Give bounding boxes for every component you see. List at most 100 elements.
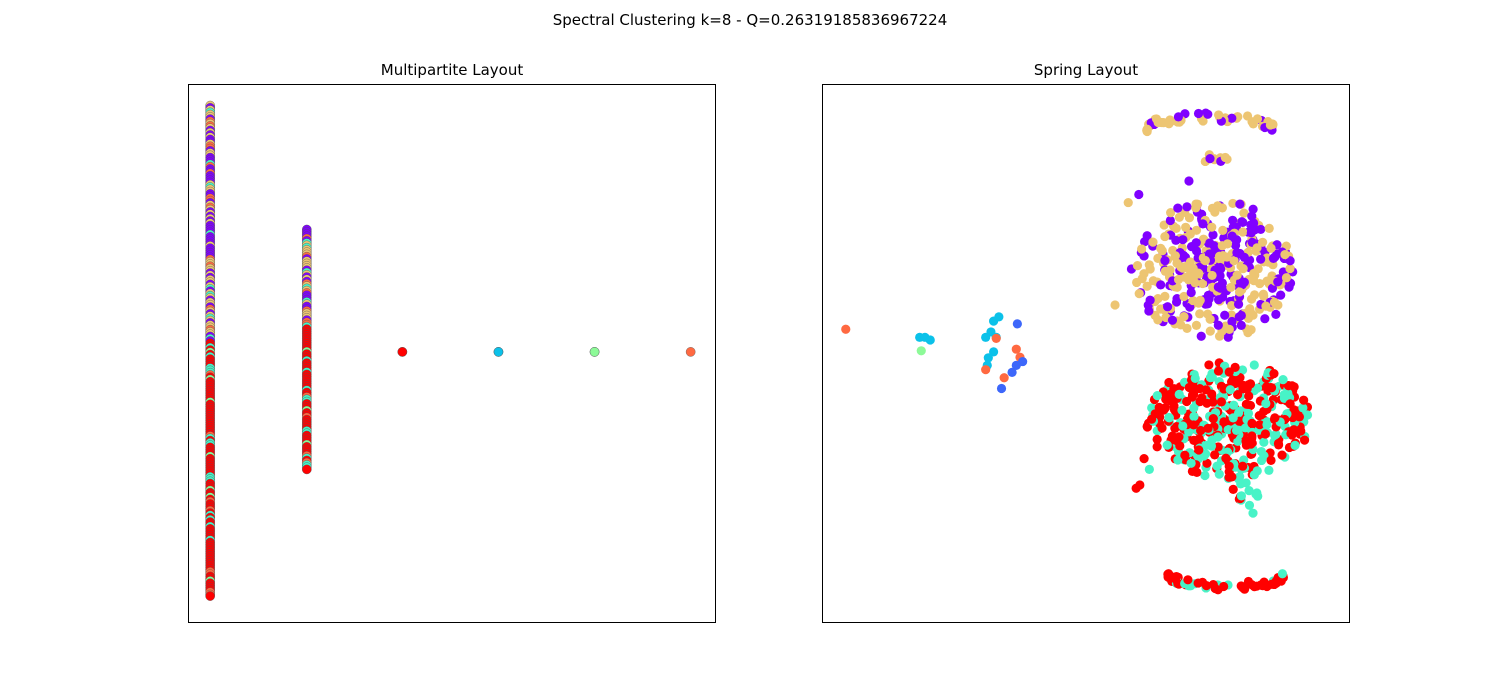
cluster-point bbox=[1226, 282, 1236, 293]
cluster-point bbox=[1251, 581, 1262, 591]
cluster-point bbox=[1194, 445, 1204, 455]
cluster-point bbox=[1232, 248, 1242, 258]
cluster-point bbox=[1142, 124, 1152, 134]
multipartite-plot-area bbox=[188, 84, 716, 623]
outlier-point bbox=[1184, 176, 1194, 186]
cluster-point bbox=[1298, 403, 1308, 413]
figure-title: Spectral Clustering k=8 - Q=0.2631918583… bbox=[552, 11, 948, 29]
cluster-point bbox=[1229, 256, 1239, 266]
cluster-point bbox=[1242, 111, 1253, 121]
cluster-point bbox=[1198, 219, 1208, 229]
cluster-point bbox=[1244, 500, 1255, 510]
cluster-point bbox=[1144, 260, 1154, 270]
cluster-point bbox=[1223, 425, 1233, 435]
cluster-point bbox=[1183, 575, 1193, 585]
cluster-point bbox=[1170, 251, 1180, 261]
cluster-point bbox=[1290, 440, 1300, 450]
left-chart-title: Multipartite Layout bbox=[380, 61, 524, 79]
cluster-point bbox=[1203, 109, 1213, 119]
cluster-point bbox=[1241, 399, 1251, 409]
cluster-point bbox=[1266, 243, 1276, 253]
cluster-point bbox=[1205, 153, 1215, 164]
cluster-point bbox=[1174, 212, 1184, 222]
cluster-point bbox=[1262, 419, 1272, 430]
cluster-point bbox=[1267, 283, 1278, 293]
layer-point bbox=[302, 464, 312, 475]
cluster-point bbox=[1277, 569, 1288, 579]
cluster-point bbox=[1177, 405, 1187, 415]
cluster-point bbox=[1262, 581, 1272, 592]
cluster-point bbox=[1246, 439, 1256, 449]
cluster-point bbox=[1148, 276, 1158, 286]
cluster-point bbox=[1239, 277, 1249, 287]
cluster-point bbox=[1262, 276, 1272, 286]
cluster-point bbox=[1269, 369, 1279, 379]
cluster-point bbox=[1218, 225, 1228, 235]
cluster-point bbox=[1173, 274, 1184, 285]
layer-point bbox=[685, 347, 696, 357]
cluster-point bbox=[1156, 280, 1166, 290]
cluster-point bbox=[1207, 270, 1217, 281]
cluster-point bbox=[1163, 302, 1173, 312]
cluster-point bbox=[1166, 208, 1176, 218]
cluster-point bbox=[1186, 458, 1196, 468]
cluster-point bbox=[1192, 467, 1202, 477]
cluster-point bbox=[1266, 383, 1277, 393]
cluster-point bbox=[1233, 436, 1243, 446]
cluster-point bbox=[1234, 287, 1245, 297]
cluster-point bbox=[1162, 440, 1172, 450]
cluster-point bbox=[1199, 451, 1209, 461]
cluster-point bbox=[1203, 299, 1213, 309]
cluster-point bbox=[1196, 425, 1206, 436]
cluster-point bbox=[1178, 250, 1189, 260]
cluster-point bbox=[1160, 256, 1170, 266]
cluster-point bbox=[1188, 263, 1198, 273]
cluster-point bbox=[1224, 324, 1234, 334]
cluster-point bbox=[1243, 408, 1254, 419]
cluster-point bbox=[1201, 581, 1212, 591]
cluster-point bbox=[1193, 108, 1204, 119]
cluster-point bbox=[1249, 290, 1260, 300]
cluster-point bbox=[1214, 251, 1225, 261]
cluster-point bbox=[1145, 295, 1155, 305]
cluster-point bbox=[1181, 222, 1191, 232]
cluster-point bbox=[1171, 235, 1181, 245]
cluster-point bbox=[1207, 222, 1217, 232]
outlier-point bbox=[981, 365, 991, 375]
cluster-point bbox=[1256, 254, 1266, 264]
cluster-point bbox=[1221, 453, 1231, 463]
layer-point bbox=[589, 347, 600, 357]
cluster-point bbox=[1169, 401, 1179, 411]
cluster-point bbox=[1236, 479, 1246, 489]
cluster-point bbox=[1220, 310, 1230, 320]
cluster-point bbox=[1191, 320, 1202, 330]
cluster-point bbox=[1299, 395, 1309, 405]
cluster-point bbox=[1219, 581, 1229, 592]
cluster-point bbox=[1208, 580, 1218, 590]
cluster-point bbox=[1164, 412, 1174, 423]
cluster-point bbox=[1245, 304, 1255, 314]
cluster-point bbox=[1178, 421, 1188, 431]
cluster-point bbox=[1148, 237, 1158, 247]
cluster-point bbox=[1205, 238, 1215, 248]
cluster-point bbox=[1214, 469, 1224, 479]
multipartite-axes-frame bbox=[188, 84, 716, 623]
cluster-point bbox=[1233, 299, 1244, 309]
outlier-point bbox=[1012, 319, 1022, 329]
cluster-point bbox=[1235, 199, 1245, 209]
cluster-point bbox=[1195, 309, 1205, 319]
cluster-point bbox=[1160, 291, 1170, 302]
cluster-point bbox=[1194, 434, 1204, 444]
cluster-point bbox=[1153, 315, 1163, 325]
cluster-point bbox=[1261, 398, 1271, 409]
cluster-point bbox=[1188, 295, 1198, 306]
cluster-point bbox=[1248, 508, 1258, 518]
cluster-point bbox=[1243, 313, 1254, 324]
cluster-point bbox=[1167, 315, 1178, 325]
cluster-point bbox=[1205, 314, 1215, 324]
outlier-point bbox=[981, 332, 991, 342]
cluster-point bbox=[1253, 264, 1263, 274]
cluster-point bbox=[1226, 377, 1237, 387]
cluster-point bbox=[1225, 385, 1235, 395]
cluster-point bbox=[1132, 261, 1143, 271]
